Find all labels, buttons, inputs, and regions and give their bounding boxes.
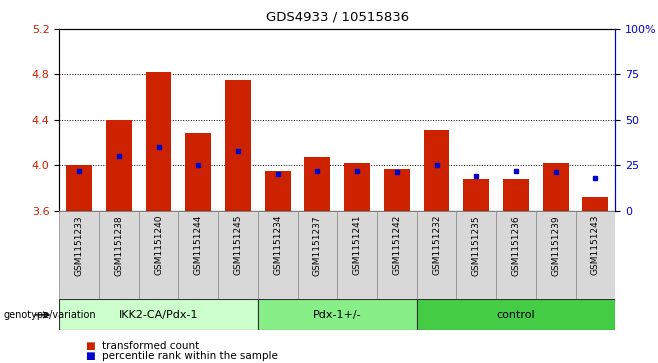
Bar bbox=[297, 211, 337, 299]
Text: GSM1151236: GSM1151236 bbox=[511, 215, 520, 276]
Text: GSM1151235: GSM1151235 bbox=[472, 215, 481, 276]
Bar bbox=[59, 211, 99, 299]
Bar bbox=[186, 133, 211, 211]
Text: GSM1151234: GSM1151234 bbox=[273, 215, 282, 276]
Bar bbox=[258, 299, 417, 330]
Bar bbox=[417, 299, 615, 330]
Bar bbox=[417, 211, 457, 299]
Text: GSM1151245: GSM1151245 bbox=[234, 215, 242, 276]
Text: GSM1151244: GSM1151244 bbox=[193, 215, 203, 276]
Bar bbox=[178, 211, 218, 299]
Bar bbox=[145, 72, 172, 211]
Text: GSM1151233: GSM1151233 bbox=[74, 215, 84, 276]
Bar bbox=[258, 211, 297, 299]
Text: percentile rank within the sample: percentile rank within the sample bbox=[102, 351, 278, 362]
Text: genotype/variation: genotype/variation bbox=[3, 310, 96, 320]
Bar bbox=[337, 211, 377, 299]
Text: GSM1151238: GSM1151238 bbox=[114, 215, 123, 276]
Bar bbox=[344, 163, 370, 211]
Bar bbox=[457, 211, 496, 299]
Bar bbox=[463, 179, 489, 211]
Text: GSM1151242: GSM1151242 bbox=[392, 215, 401, 276]
Bar bbox=[305, 157, 330, 211]
Text: GSM1151239: GSM1151239 bbox=[551, 215, 560, 276]
Bar bbox=[377, 211, 417, 299]
Bar bbox=[265, 171, 291, 211]
Bar bbox=[384, 168, 410, 211]
Bar bbox=[218, 211, 258, 299]
Bar bbox=[424, 130, 449, 211]
Text: GDS4933 / 10515836: GDS4933 / 10515836 bbox=[266, 11, 409, 24]
Bar bbox=[66, 165, 92, 211]
Bar bbox=[576, 211, 615, 299]
Text: ■: ■ bbox=[86, 340, 95, 351]
Bar bbox=[106, 120, 132, 211]
Bar bbox=[225, 80, 251, 211]
Text: GSM1151243: GSM1151243 bbox=[591, 215, 600, 276]
Bar bbox=[496, 211, 536, 299]
Text: GSM1151237: GSM1151237 bbox=[313, 215, 322, 276]
Bar bbox=[59, 299, 258, 330]
Text: GSM1151240: GSM1151240 bbox=[154, 215, 163, 276]
Text: transformed count: transformed count bbox=[102, 340, 199, 351]
Text: IKK2-CA/Pdx-1: IKK2-CA/Pdx-1 bbox=[118, 310, 198, 320]
Text: Pdx-1+/-: Pdx-1+/- bbox=[313, 310, 361, 320]
Text: control: control bbox=[497, 310, 535, 320]
Bar bbox=[582, 197, 608, 211]
Text: GSM1151241: GSM1151241 bbox=[353, 215, 362, 276]
Bar bbox=[536, 211, 576, 299]
Bar bbox=[543, 163, 569, 211]
Text: ■: ■ bbox=[86, 351, 95, 362]
Bar bbox=[139, 211, 178, 299]
Bar bbox=[99, 211, 139, 299]
Bar bbox=[503, 179, 529, 211]
Text: GSM1151232: GSM1151232 bbox=[432, 215, 441, 276]
